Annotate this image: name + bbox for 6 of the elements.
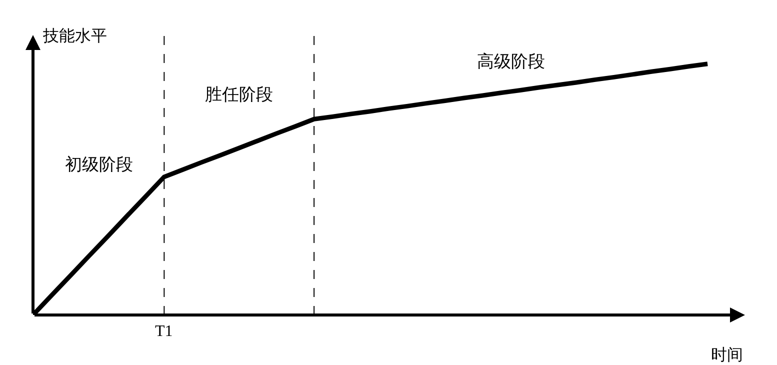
annotation: 高级阶段 [477,52,545,72]
annotation: 初级阶段 [65,155,133,175]
x-axis-title: 时间 [711,345,743,364]
y-axis-title: 技能水平 [42,26,107,45]
annotation: 胜任阶段 [205,85,273,105]
text: T1 [155,323,173,340]
